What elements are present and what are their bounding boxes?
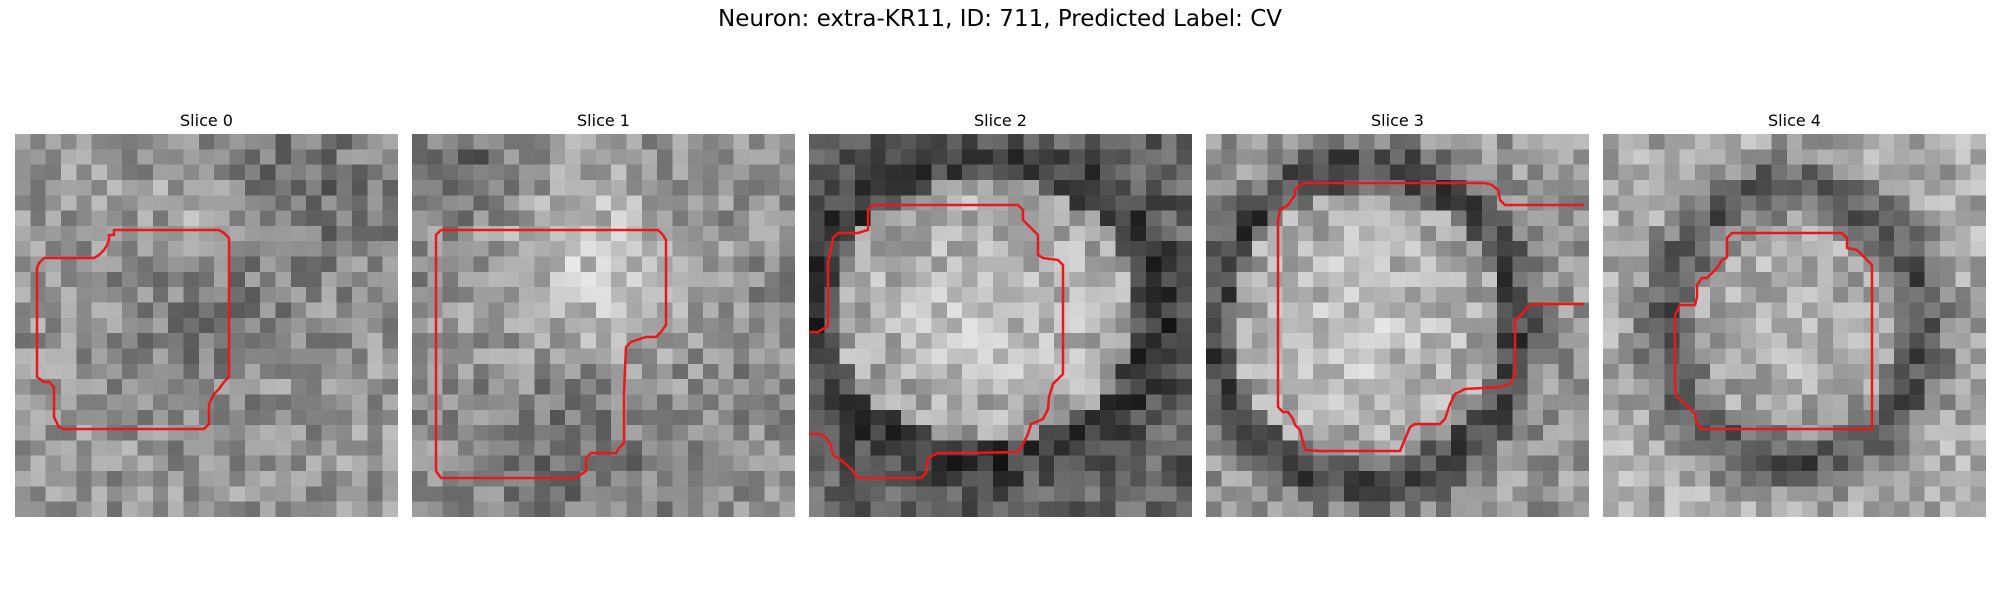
slice-2-roi-contour <box>809 203 1065 480</box>
slice-0-title: Slice 0 <box>180 111 233 130</box>
slice-2-title: Slice 2 <box>974 111 1027 130</box>
slice-3-grayscale-patch <box>1206 134 1589 517</box>
slice-0-image <box>15 134 398 517</box>
slice-2-overlay <box>809 203 1065 480</box>
slice-1-title: Slice 1 <box>577 111 630 130</box>
slice-1-overlay <box>434 228 668 480</box>
slice-4-image <box>1603 134 1986 517</box>
slice-0-roi-contour <box>35 228 231 431</box>
slice-2-image <box>809 134 1192 517</box>
slice-1-image <box>412 134 795 517</box>
slice-4-overlay <box>1673 231 1874 431</box>
slice-4-title: Slice 4 <box>1768 111 1821 130</box>
slice-1-roi-contour <box>434 228 668 480</box>
slice-3-roi-contour <box>1276 181 1584 453</box>
slice-3-image <box>1206 134 1589 517</box>
figure-title: Neuron: extra-KR11, ID: 711, Predicted L… <box>717 6 1283 32</box>
slice-4-grayscale-patch <box>1603 134 1986 517</box>
slice-3-title: Slice 3 <box>1371 111 1424 130</box>
slice-4-roi-contour <box>1673 231 1874 431</box>
slice-0-overlay <box>35 228 231 431</box>
slice-0-grayscale-patch <box>15 134 398 517</box>
slice-3-overlay <box>1276 181 1584 453</box>
